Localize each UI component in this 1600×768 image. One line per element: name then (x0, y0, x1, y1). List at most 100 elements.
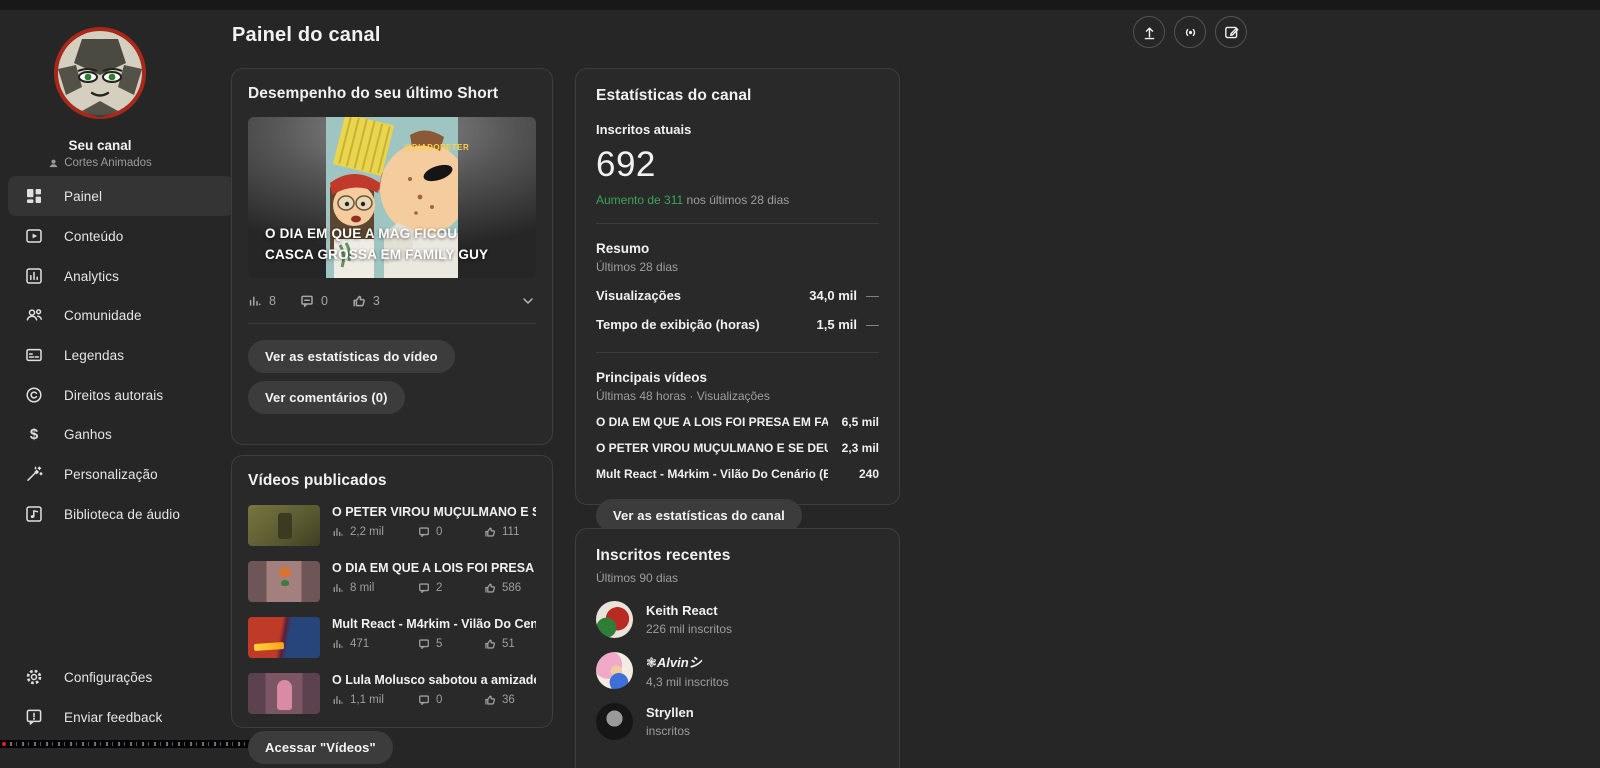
top-video-row[interactable]: O PETER VIROU MUÇULMANO E SE DEU MAL 2,3… (596, 441, 879, 455)
settings-icon (24, 667, 44, 687)
views-icon (332, 526, 344, 538)
top-video-row[interactable]: O DIA EM QUE A LOIS FOI PRESA EM FAMILY … (596, 415, 879, 429)
channel-subtitle[interactable]: Cortes Animados (0, 157, 200, 169)
card-divider (596, 223, 879, 224)
screen-recorder-overlay (0, 740, 292, 748)
short-title-overlay: O DIA EM QUE A MAG FICOU CASCA GROSSA EM… (265, 225, 489, 263)
subscriber-count: 692 (596, 145, 656, 184)
latest-short-card-title: Desempenho do seu último Short (248, 85, 499, 102)
top-video-row[interactable]: Mult React - M4rkim - Vilão Do Cenário (… (596, 467, 879, 481)
video-thumbnail (248, 673, 320, 714)
feedback-icon (24, 707, 44, 727)
video-thumbnail (248, 617, 320, 658)
sidebar: Seu canal Cortes Animados Painel Conteúd… (0, 10, 234, 748)
sidebar-item-biblioteca-de-audio[interactable]: Biblioteca de áudio (8, 494, 234, 534)
like-icon (484, 582, 496, 594)
view-comments-button[interactable]: Ver comentários (0) (248, 381, 405, 414)
audio-library-icon (24, 504, 44, 524)
stat-row-watchtime: Tempo de exibição (horas) 1,5 mil — (596, 317, 879, 332)
channel-stats-title: Estatísticas do canal (596, 87, 752, 104)
recorder-text-noise (10, 742, 280, 746)
video-thumbnail (248, 561, 320, 602)
short-views: 8 (248, 294, 276, 308)
channel-stats-card: Estatísticas do canal Inscritos atuais 6… (575, 68, 900, 532)
video-row[interactable]: O DIA EM QUE A LOIS FOI PRESA EM FAMILY … (248, 561, 536, 602)
sidebar-item-analytics[interactable]: Analytics (8, 256, 234, 296)
subscriber-delta: Aumento de 311 nos últimos 28 dias (596, 193, 790, 207)
top-videos-title: Principais vídeos (596, 370, 708, 385)
top-videos-subtitle: Últimas 48 horas · Visualizações (596, 389, 770, 403)
go-live-button[interactable] (1174, 16, 1206, 48)
sidebar-item-ganhos[interactable]: $ Ganhos (8, 414, 234, 454)
comment-icon (418, 638, 430, 650)
community-icon (24, 305, 44, 325)
content-icon (24, 226, 44, 246)
go-live-icon (1182, 24, 1199, 41)
upload-button[interactable] (1133, 16, 1165, 48)
short-stats-row: 8 0 3 (248, 293, 536, 309)
subscriber-avatar (596, 601, 633, 638)
card-divider (248, 323, 536, 324)
views-icon (248, 294, 262, 308)
customization-icon (24, 464, 44, 484)
recent-subs-title: Inscritos recentes (596, 547, 731, 564)
chevron-down-icon (520, 293, 536, 309)
page-title: Painel do canal (232, 24, 381, 46)
comment-icon (418, 526, 430, 538)
short-thumbnail[interactable]: @DIADOPETER O DIA EM QUE A MAG FICOU CAS… (248, 117, 536, 278)
short-comments: 0 (300, 294, 328, 308)
sidebar-item-personalizacao[interactable]: Personalização (8, 454, 234, 494)
sidebar-item-configuracoes[interactable]: Configurações (8, 657, 234, 697)
recent-subs-subtitle: Últimos 90 dias (596, 571, 679, 585)
copyright-icon (24, 385, 44, 405)
channel-badge-icon (48, 158, 59, 169)
subscriber-row[interactable]: ❃Alvinシ 4,3 mil inscritos (596, 652, 879, 689)
stat-row-views: Visualizações 34,0 mil — (596, 288, 879, 303)
subtitles-icon (24, 345, 44, 365)
views-icon (332, 694, 344, 706)
expand-stats-button[interactable] (520, 293, 536, 309)
video-row[interactable]: O Lula Molusco sabotou a amizade do Patr… (248, 673, 536, 714)
trend-sparkline: — (866, 317, 879, 332)
upload-icon (1141, 24, 1158, 41)
like-icon (352, 294, 366, 308)
sidebar-item-enviar-feedback[interactable]: Enviar feedback (8, 697, 234, 737)
like-icon (484, 694, 496, 706)
sidebar-item-conteudo[interactable]: Conteúdo (8, 216, 234, 256)
video-row[interactable]: Mult React - M4rkim - Vilão Do Cenário (… (248, 617, 536, 658)
summary-title: Resumo (596, 241, 650, 256)
summary-subtitle: Últimos 28 dias (596, 260, 679, 274)
earnings-icon: $ (24, 424, 44, 444)
subscriber-row[interactable]: Keith React 226 mil inscritos (596, 601, 879, 638)
views-icon (332, 582, 344, 594)
comment-icon (418, 582, 430, 594)
trend-sparkline: — (866, 288, 879, 303)
sidebar-item-legendas[interactable]: Legendas (8, 335, 234, 375)
record-dot (2, 742, 6, 746)
sidebar-item-direitos-autorais[interactable]: Direitos autorais (8, 375, 234, 415)
like-icon (484, 526, 496, 538)
view-channel-stats-button[interactable]: Ver as estatísticas do canal (596, 499, 802, 532)
comment-icon (418, 694, 430, 706)
sidebar-item-painel[interactable]: Painel (8, 176, 234, 216)
comment-icon (300, 294, 314, 308)
subscriber-avatar (596, 652, 633, 689)
subscriber-avatar (596, 703, 633, 740)
video-row[interactable]: O PETER VIROU MUÇULMANO E SE DEU MAL 2,2… (248, 505, 536, 546)
create-button[interactable] (1215, 16, 1247, 48)
sidebar-item-comunidade[interactable]: Comunidade (8, 295, 234, 335)
subscriber-row[interactable]: Stryllen inscritos (596, 703, 879, 740)
card-divider (596, 352, 879, 353)
channel-name: Seu canal (68, 138, 132, 153)
latest-short-card: Desempenho do seu último Short (231, 68, 553, 445)
top-actions (1133, 16, 1247, 48)
channel-avatar[interactable] (52, 25, 148, 121)
published-videos-card: Vídeos publicados O PETER VIROU MUÇULMAN… (231, 455, 553, 764)
short-handle-watermark: @DIADOPETER (403, 143, 470, 152)
dashboard-icon (24, 186, 44, 206)
create-icon (1223, 24, 1240, 41)
view-video-stats-button[interactable]: Ver as estatísticas do vídeo (248, 340, 455, 373)
video-thumbnail (248, 505, 320, 546)
like-icon (484, 638, 496, 650)
short-likes: 3 (352, 294, 380, 308)
